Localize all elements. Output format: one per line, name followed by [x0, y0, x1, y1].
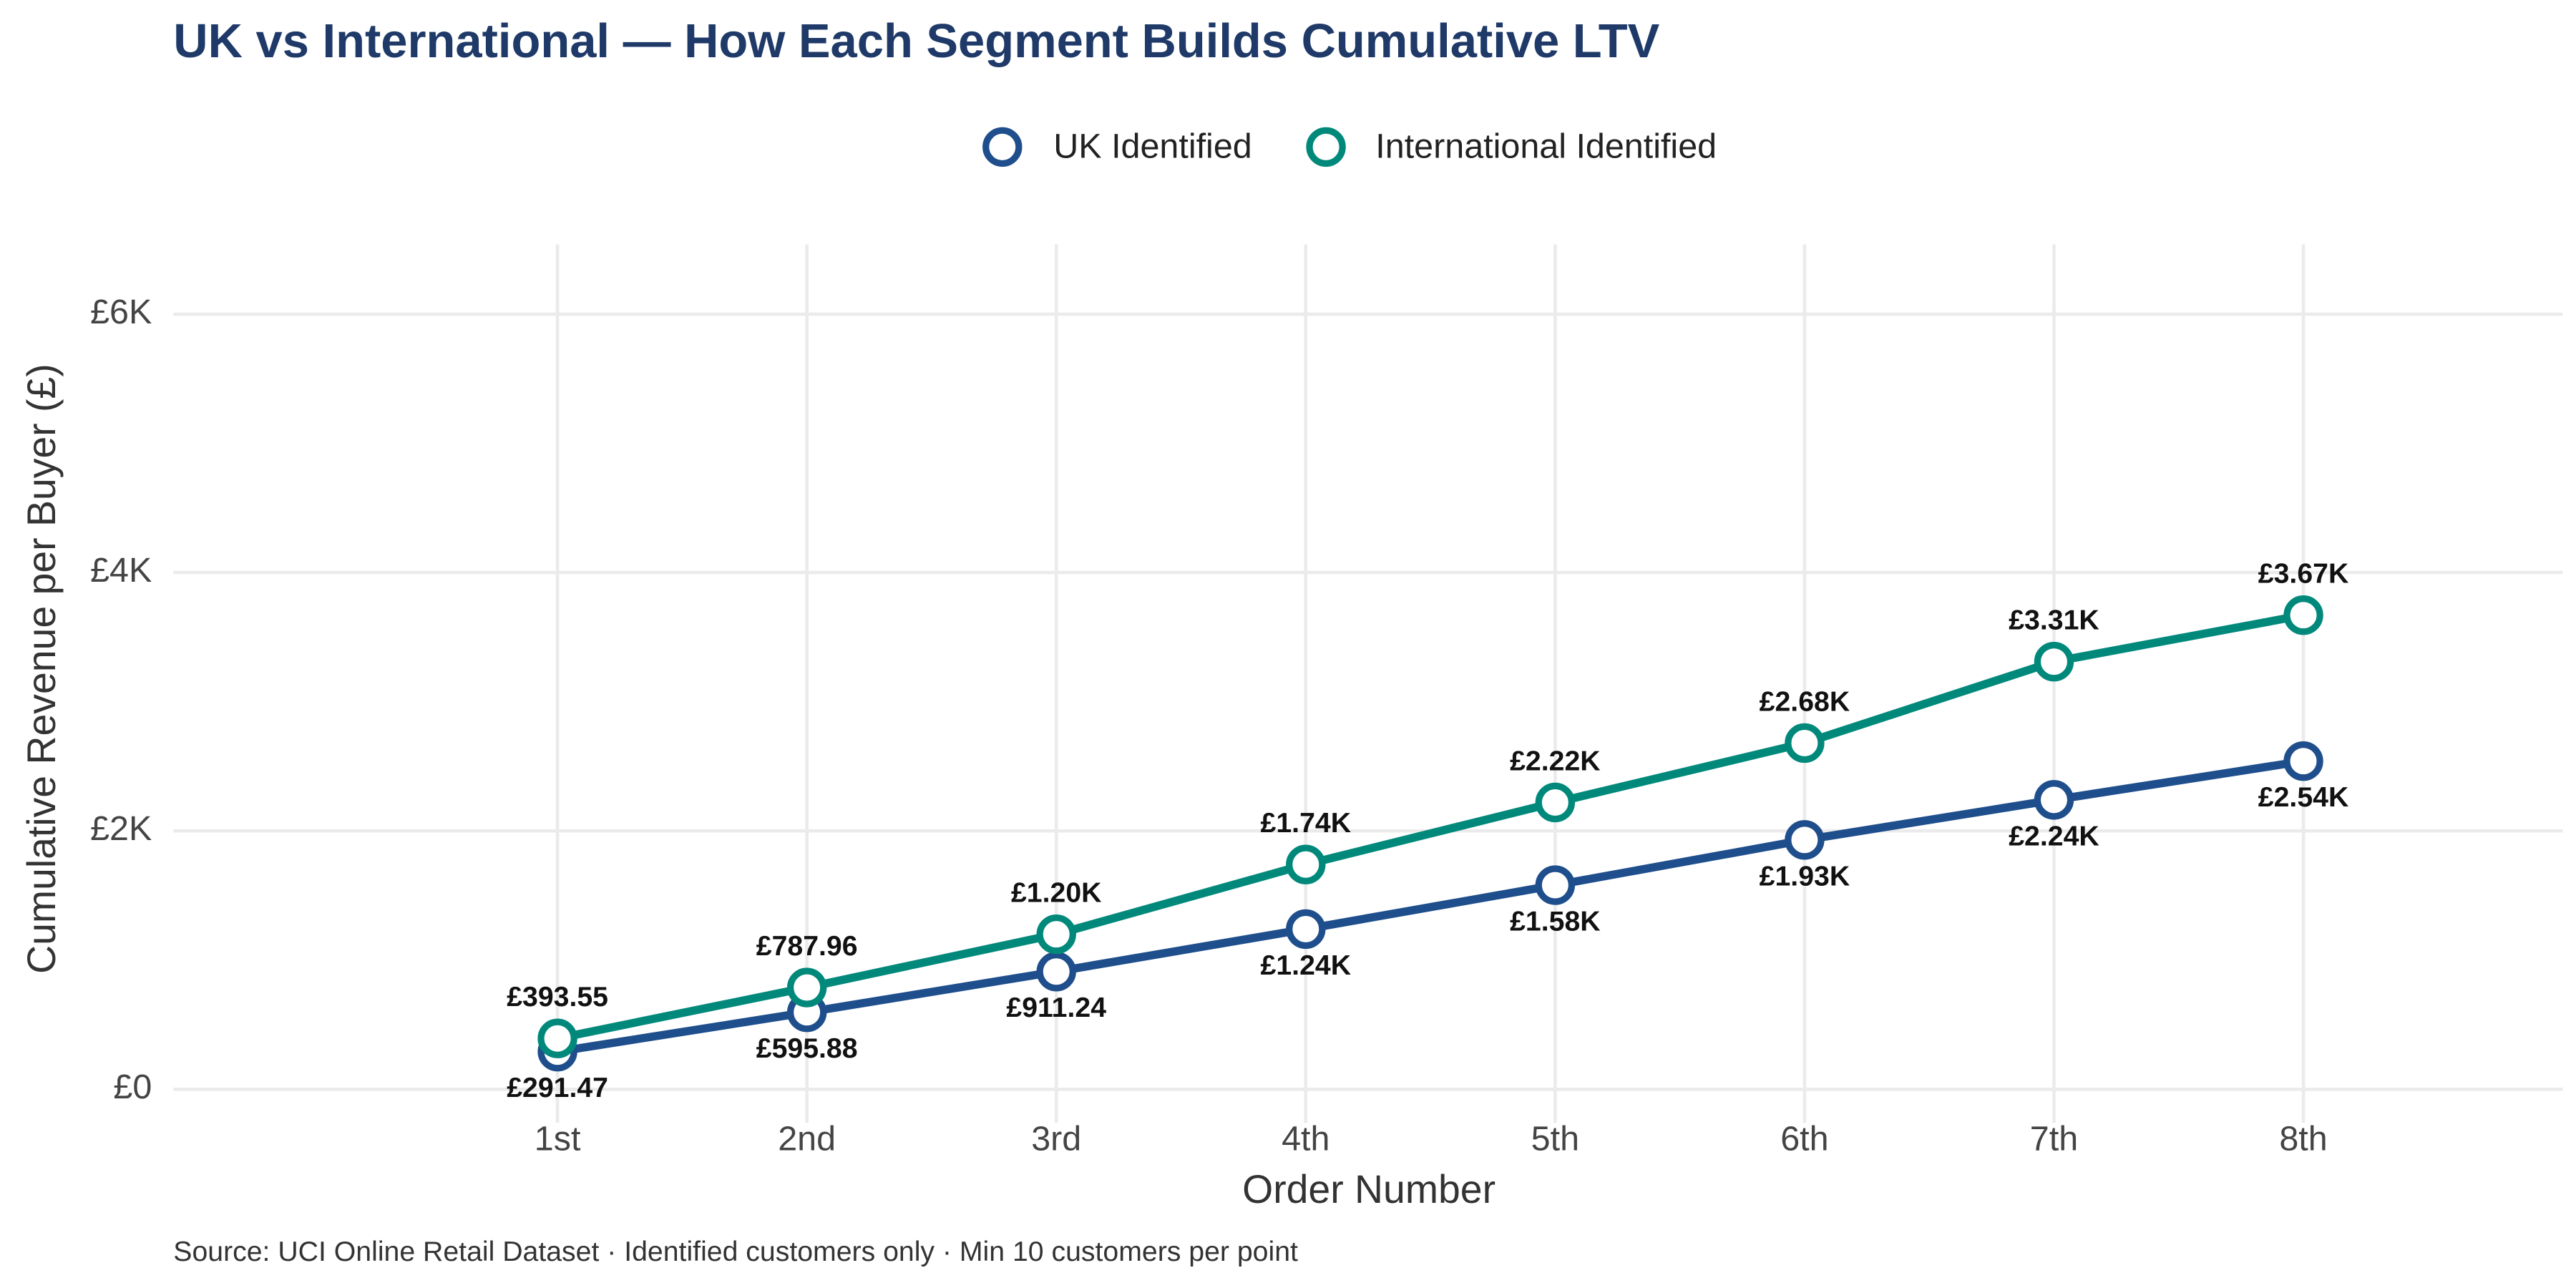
data-label: £393.55: [507, 981, 608, 1013]
chart-title: UK vs International — How Each Segment B…: [173, 14, 1659, 68]
x-tick-label: 7th: [2030, 1119, 2078, 1158]
data-label: £2.54K: [2258, 781, 2348, 813]
data-point: [1785, 820, 1825, 860]
x-tick-label: 1st: [535, 1119, 581, 1158]
x-tick-label: 6th: [1780, 1119, 1828, 1158]
data-label: £1.20K: [1011, 877, 1101, 909]
data-label: £1.74K: [1261, 807, 1351, 839]
data-label: £911.24: [1006, 992, 1106, 1023]
data-point: [1286, 909, 1326, 950]
x-tick-label: 8th: [2279, 1119, 2327, 1158]
data-label: £3.67K: [2258, 558, 2348, 590]
y-tick-label: £0: [113, 1068, 152, 1106]
x-tick-label: 5th: [1531, 1119, 1579, 1158]
data-point: [1535, 782, 1576, 823]
data-label: £2.22K: [1510, 745, 1600, 776]
data-point: [2034, 780, 2074, 820]
x-tick-label: 4th: [1282, 1119, 1330, 1158]
x-tick-label: 3rd: [1031, 1119, 1081, 1158]
legend-label: International Identified: [1375, 127, 1717, 165]
caption: Source: UCI Online Retail Dataset · Iden…: [173, 1236, 1298, 1267]
data-label: £291.47: [507, 1072, 608, 1103]
data-label: £2.68K: [1760, 686, 1850, 717]
x-tick-label: 2nd: [778, 1119, 836, 1158]
data-point: [1535, 865, 1576, 905]
data-point: [537, 1018, 577, 1058]
data-label: £595.88: [756, 1033, 858, 1064]
data-label: £1.24K: [1261, 950, 1351, 981]
data-point: [1036, 914, 1076, 955]
data-point: [1785, 723, 1825, 763]
y-tick-label: £6K: [90, 293, 152, 331]
y-tick-label: £2K: [90, 809, 152, 848]
data-point: [2283, 741, 2323, 781]
data-label: £1.93K: [1760, 860, 1850, 892]
series-line: [556, 611, 2305, 1043]
legend-label: UK Identified: [1053, 127, 1252, 165]
y-axis-title: Cumulative Revenue per Buyer (£): [19, 364, 64, 974]
legend-marker: [982, 127, 1023, 167]
data-point: [786, 967, 827, 1008]
x-axis-title: Order Number: [1242, 1167, 1496, 1211]
data-label: £1.58K: [1510, 905, 1600, 937]
series-line: [557, 757, 2304, 1056]
data-point: [1286, 844, 1326, 884]
data-point: [2283, 595, 2323, 635]
data-label: £787.96: [756, 930, 858, 962]
data-point: [2034, 642, 2074, 682]
y-tick-label: £4K: [90, 551, 152, 590]
data-point: [1036, 952, 1076, 992]
legend-marker: [1306, 127, 1346, 167]
data-label: £3.31K: [2009, 605, 2099, 636]
data-label: £2.24K: [2009, 820, 2099, 852]
